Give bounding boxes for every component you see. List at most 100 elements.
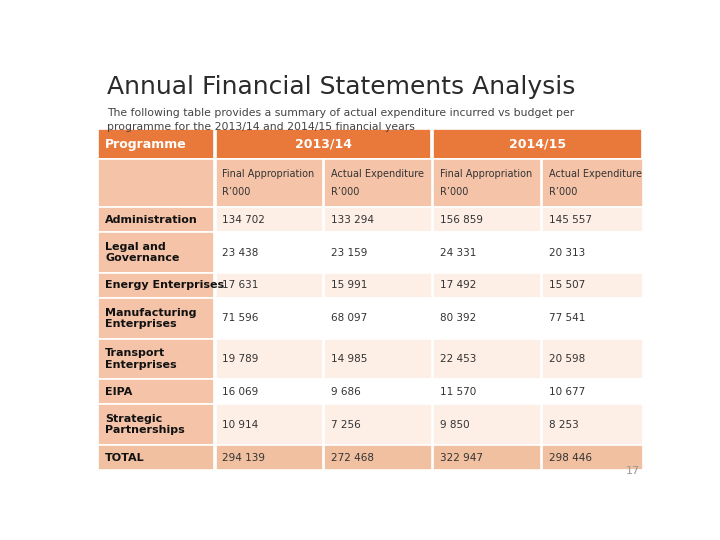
Bar <box>433 445 541 470</box>
Bar <box>324 404 432 445</box>
Bar <box>99 232 215 273</box>
Bar <box>542 379 643 404</box>
Bar <box>324 298 432 339</box>
Text: 2014/15: 2014/15 <box>509 138 566 151</box>
Bar <box>324 339 432 379</box>
Bar <box>215 159 323 207</box>
Bar <box>542 404 643 445</box>
Text: 10 677: 10 677 <box>549 387 585 397</box>
Text: 23 159: 23 159 <box>331 247 367 258</box>
Bar <box>542 159 643 207</box>
Bar <box>215 379 323 404</box>
Bar <box>433 298 541 339</box>
Text: The following table provides a summary of actual expenditure incurred vs budget : The following table provides a summary o… <box>107 109 574 132</box>
Bar <box>99 159 215 207</box>
Text: 272 468: 272 468 <box>331 453 374 463</box>
Text: 145 557: 145 557 <box>549 215 592 225</box>
Bar <box>433 404 541 445</box>
Text: R’000: R’000 <box>222 187 251 197</box>
Bar <box>215 445 323 470</box>
Text: 134 702: 134 702 <box>222 215 265 225</box>
Text: 17 492: 17 492 <box>440 280 476 291</box>
Text: 17: 17 <box>626 465 639 476</box>
Bar <box>433 232 541 273</box>
Bar <box>324 273 432 298</box>
Bar <box>542 339 643 379</box>
Text: Final Appropriation: Final Appropriation <box>222 168 315 179</box>
Text: 2013/14: 2013/14 <box>294 138 352 151</box>
Bar <box>215 298 323 339</box>
Text: 294 139: 294 139 <box>222 453 265 463</box>
Bar <box>324 232 432 273</box>
Text: 10 914: 10 914 <box>222 420 258 430</box>
Bar <box>433 379 541 404</box>
Bar <box>99 273 215 298</box>
Text: 9 686: 9 686 <box>331 387 361 397</box>
Bar <box>433 159 541 207</box>
Text: 9 850: 9 850 <box>440 420 469 430</box>
Text: 15 507: 15 507 <box>549 280 585 291</box>
Bar <box>215 232 323 273</box>
Text: 8 253: 8 253 <box>549 420 578 430</box>
Bar <box>542 232 643 273</box>
Bar <box>99 298 215 339</box>
Text: 68 097: 68 097 <box>331 313 367 323</box>
Text: 19 789: 19 789 <box>222 354 258 364</box>
Text: 20 598: 20 598 <box>549 354 585 364</box>
Bar <box>433 129 642 159</box>
Text: Programme: Programme <box>105 138 186 151</box>
Text: R’000: R’000 <box>331 187 359 197</box>
Bar <box>215 404 323 445</box>
Bar <box>215 339 323 379</box>
Bar <box>433 207 541 232</box>
Text: Administration: Administration <box>105 215 198 225</box>
Text: 23 438: 23 438 <box>222 247 258 258</box>
Text: 11 570: 11 570 <box>440 387 476 397</box>
Bar <box>99 379 215 404</box>
Bar <box>215 129 431 159</box>
Text: 71 596: 71 596 <box>222 313 258 323</box>
Bar <box>542 298 643 339</box>
Bar <box>542 273 643 298</box>
Text: 77 541: 77 541 <box>549 313 585 323</box>
Bar <box>99 207 215 232</box>
Text: 20 313: 20 313 <box>549 247 585 258</box>
Bar <box>542 207 643 232</box>
Text: 16 069: 16 069 <box>222 387 258 397</box>
Text: 133 294: 133 294 <box>331 215 374 225</box>
Text: 17 631: 17 631 <box>222 280 258 291</box>
Bar <box>99 445 215 470</box>
Text: 24 331: 24 331 <box>440 247 476 258</box>
Text: 15 991: 15 991 <box>331 280 367 291</box>
Text: Manufacturing
Enterprises: Manufacturing Enterprises <box>105 308 197 329</box>
Bar <box>433 273 541 298</box>
Text: R’000: R’000 <box>549 187 577 197</box>
Bar <box>99 404 215 445</box>
Bar <box>542 445 643 470</box>
Text: Legal and
Governance: Legal and Governance <box>105 242 179 264</box>
Bar <box>215 273 323 298</box>
Text: TOTAL: TOTAL <box>105 453 145 463</box>
Bar <box>324 159 432 207</box>
Bar <box>99 339 215 379</box>
Text: 80 392: 80 392 <box>440 313 476 323</box>
Text: 298 446: 298 446 <box>549 453 592 463</box>
Bar <box>324 207 432 232</box>
Text: Strategic
Partnerships: Strategic Partnerships <box>105 414 185 435</box>
Text: 22 453: 22 453 <box>440 354 476 364</box>
Text: Annual Financial Statements Analysis: Annual Financial Statements Analysis <box>107 75 575 99</box>
Bar <box>99 129 215 159</box>
Text: Final Appropriation: Final Appropriation <box>440 168 532 179</box>
Text: 7 256: 7 256 <box>331 420 361 430</box>
Text: 322 947: 322 947 <box>440 453 483 463</box>
Text: Transport
Enterprises: Transport Enterprises <box>105 348 176 370</box>
Text: 156 859: 156 859 <box>440 215 483 225</box>
Text: R’000: R’000 <box>440 187 468 197</box>
Bar <box>324 379 432 404</box>
Bar <box>433 339 541 379</box>
Text: Actual Expenditure: Actual Expenditure <box>549 168 642 179</box>
Text: 14 985: 14 985 <box>331 354 367 364</box>
Text: Energy Enterprises: Energy Enterprises <box>105 280 224 291</box>
Bar <box>215 207 323 232</box>
Text: EIPA: EIPA <box>105 387 132 397</box>
